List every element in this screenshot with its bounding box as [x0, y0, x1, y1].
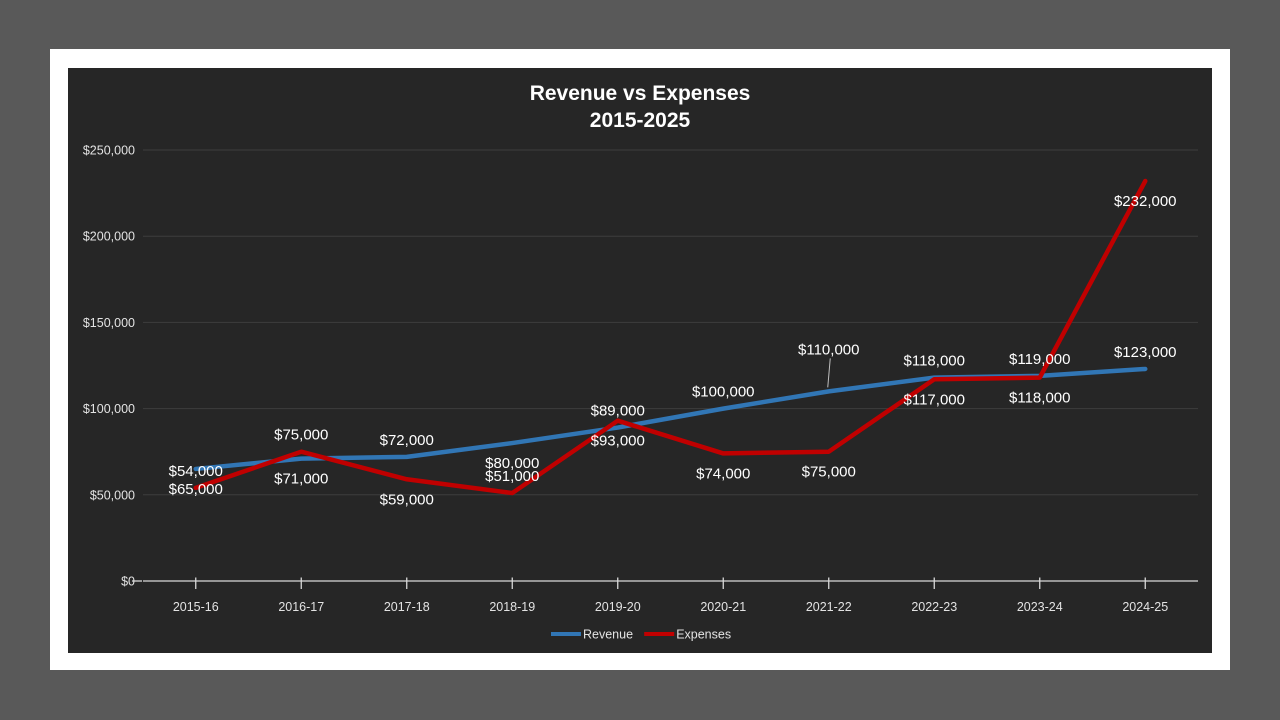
- x-axis-label: 2022-23: [911, 600, 957, 614]
- y-axis-label: $50,000: [90, 488, 135, 502]
- chart-svg: $0 $50,000 $100,000 $150,000 $200,000 $250,00…: [83, 144, 1198, 642]
- data-label-expenses: $74,000: [696, 465, 750, 482]
- data-label-expenses: $117,000: [904, 391, 965, 408]
- slide-canvas: Revenue vs Expenses 2015-2025 $0 $50,000 $…: [50, 49, 1230, 670]
- x-axis-label: 2024-25: [1122, 600, 1168, 614]
- data-label-revenue: $65,000: [169, 481, 223, 498]
- data-label-expenses: $59,000: [380, 491, 434, 508]
- series-line-expenses: [193, 178, 1148, 496]
- x-axis-label: 2021-22: [806, 600, 852, 614]
- x-axis-label: 2019-20: [595, 600, 641, 614]
- data-label-revenue: $118,000: [904, 353, 965, 370]
- data-label-leader-line: [827, 358, 831, 388]
- x-axis-label: 2018-19: [489, 600, 535, 614]
- legend-label-expenses: Expenses: [676, 628, 731, 642]
- data-label-expenses: $54,000: [169, 463, 223, 480]
- chart-area: Revenue vs Expenses 2015-2025 $0 $50,000 $…: [68, 68, 1212, 653]
- data-label-expenses: $75,000: [274, 427, 328, 444]
- x-axis-label: 2020-21: [700, 600, 746, 614]
- series-line-revenue: [193, 366, 1148, 472]
- y-axis-label: $150,000: [83, 316, 135, 330]
- chart-title-line2: 2015-2025: [589, 109, 691, 132]
- data-label-revenue: $119,000: [1009, 351, 1070, 368]
- x-axis-label: 2023-24: [1017, 600, 1063, 614]
- chart-title: Revenue vs Expenses 2015-2025: [68, 80, 1212, 134]
- data-label-revenue: $72,000: [380, 432, 434, 449]
- y-axis-label: $200,000: [83, 230, 135, 244]
- data-label-expenses: $93,000: [591, 433, 645, 450]
- y-axis-label: $250,000: [83, 144, 135, 158]
- data-label-revenue: $80,000: [485, 455, 539, 472]
- x-axis-label: 2015-16: [173, 600, 219, 614]
- data-label-revenue: $100,000: [692, 384, 755, 401]
- y-axis-label: $100,000: [83, 402, 135, 416]
- data-label-expenses: $75,000: [802, 464, 856, 481]
- data-label-revenue: $89,000: [591, 403, 645, 420]
- chart-title-line1: Revenue vs Expenses: [529, 82, 751, 105]
- y-axis-label: $0: [121, 575, 135, 589]
- data-label-expenses: $232,000: [1114, 193, 1177, 210]
- data-label-expenses: $118,000: [1009, 390, 1070, 407]
- x-axis-label: 2016-17: [278, 600, 324, 614]
- data-label-revenue: $71,000: [274, 471, 328, 488]
- x-axis-label: 2017-18: [384, 600, 430, 614]
- data-label-expenses: $51,000: [485, 468, 539, 485]
- data-label-revenue: $110,000: [798, 341, 859, 358]
- legend-label-revenue: Revenue: [583, 628, 633, 642]
- data-label-revenue: $123,000: [1114, 344, 1177, 361]
